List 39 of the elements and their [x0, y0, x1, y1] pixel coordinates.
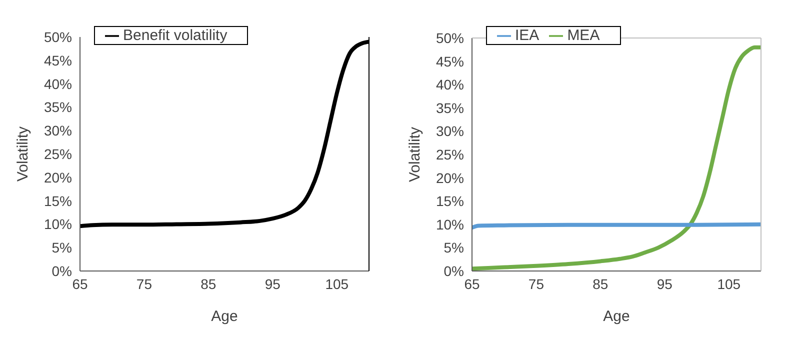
legend-label: IEA	[515, 27, 540, 44]
y-tick-label: 20%	[44, 169, 72, 186]
x-tick-label: 95	[264, 276, 281, 292]
y-tick-label: 35%	[436, 100, 464, 116]
y-tick-label: 40%	[44, 76, 72, 92]
x-tick-label: 85	[592, 276, 608, 292]
x-tick-label: 75	[136, 276, 152, 292]
y-tick-label: 10%	[436, 216, 464, 232]
x-tick-label: 75	[528, 276, 544, 292]
y-tick-label: 50%	[44, 28, 72, 45]
y-tick-label: 50%	[436, 30, 464, 46]
y-tick-label: 5%	[52, 240, 72, 256]
y-tick-label: 30%	[44, 122, 72, 139]
y-tick-label: 20%	[436, 170, 464, 186]
y-tick-label: 45%	[44, 52, 72, 68]
y-tick-label: 25%	[436, 146, 464, 162]
x-axis-title: Age	[211, 308, 238, 325]
legend-label: Benefit volatility	[123, 27, 228, 44]
x-tick-label: 85	[200, 276, 216, 292]
y-tick-label: 15%	[44, 192, 72, 209]
y-tick-label: 0%	[52, 262, 72, 279]
x-axis-title: Age	[603, 308, 630, 325]
y-tick-label: 25%	[44, 146, 72, 162]
y-tick-label: 5%	[444, 240, 464, 256]
x-tick-label: 95	[656, 276, 673, 292]
y-tick-label: 10%	[44, 216, 72, 232]
y-tick-label: 40%	[436, 76, 464, 93]
legend-label: MEA	[567, 27, 600, 44]
x-tick-label: 105	[717, 276, 741, 292]
x-tick-label: 65	[464, 276, 480, 292]
y-axis-title: Volatility	[14, 126, 32, 182]
y-tick-label: 0%	[444, 262, 464, 279]
y-tick-label: 15%	[436, 193, 464, 210]
x-tick-label: 105	[325, 276, 349, 292]
y-tick-label: 35%	[44, 99, 72, 116]
x-tick-label: 65	[72, 276, 88, 292]
y-axis-title: Volatility	[406, 126, 424, 182]
y-tick-label: 30%	[436, 123, 464, 140]
y-tick-label: 45%	[436, 53, 464, 70]
